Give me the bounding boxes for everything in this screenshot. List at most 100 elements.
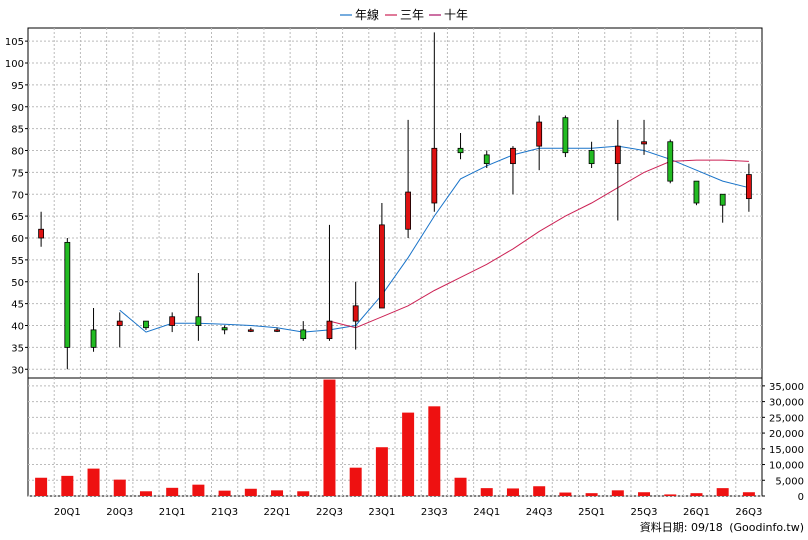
candle-body — [745, 174, 752, 200]
legend-item-1: 三年 — [385, 8, 424, 22]
price-tick-label: 90 — [11, 103, 24, 114]
source-date: 資料日期: 09/18 — [640, 520, 723, 534]
volume-bar — [716, 488, 729, 496]
legend-item-0: 年線 — [340, 7, 379, 22]
legend-item-2: 十年 — [429, 8, 468, 22]
source-note: 資料日期: 09/18 (Goodinfo.tw) — [640, 520, 804, 534]
candle — [745, 163, 752, 212]
volume-bars — [35, 379, 755, 496]
candle — [614, 119, 621, 221]
price-tick-label: 55 — [11, 256, 24, 267]
candle-body — [431, 147, 438, 204]
price-tick-label: 105 — [5, 37, 24, 48]
candle-body — [719, 193, 726, 206]
candle — [195, 273, 202, 341]
x-axis: 20Q1 20Q3 21Q1 21Q3 22Q1 22Q3 23Q1 23Q3 24Q1 24Q3… — [54, 507, 763, 518]
candle-body — [483, 154, 490, 165]
candle — [116, 312, 123, 348]
candle — [143, 320, 149, 330]
x-tick-label: 20Q3 — [106, 507, 133, 518]
candle-body — [352, 305, 359, 322]
volume-bar — [113, 479, 126, 496]
candle — [247, 327, 254, 333]
volume-bar — [585, 493, 598, 496]
volume-tick-label: 5,000 — [775, 476, 804, 487]
volume-tick-label: 25,000 — [769, 413, 804, 424]
x-tick-label: 26Q1 — [683, 507, 710, 518]
legend-label-2: 十年 — [444, 8, 468, 22]
candle — [274, 327, 280, 333]
candle — [90, 308, 97, 352]
x-tick-label: 24Q1 — [473, 507, 500, 518]
candlesticks — [38, 32, 752, 370]
price-y-axis: 30 35 40 45 50 55 60 65 70 75 80 85 90 95 100 105 — [5, 37, 28, 376]
candle — [221, 325, 228, 335]
volume-bar — [244, 488, 257, 496]
candle-body — [221, 327, 228, 331]
candle-body — [195, 316, 202, 326]
candle-body — [38, 228, 45, 239]
x-tick-label: 23Q1 — [368, 507, 395, 518]
volume-bar — [271, 490, 284, 496]
volume-bar — [742, 492, 755, 496]
volume-bar — [61, 475, 74, 496]
volume-bar — [533, 486, 546, 496]
price-tick-label: 85 — [11, 125, 24, 136]
candle — [562, 115, 569, 158]
x-tick-label: 20Q1 — [54, 507, 81, 518]
candle-body — [588, 150, 595, 165]
ma-line-1 — [329, 159, 749, 329]
candle — [64, 238, 71, 370]
candle — [405, 119, 412, 238]
volume-bar — [690, 493, 703, 496]
volume-bar — [218, 490, 231, 496]
candle — [431, 32, 438, 212]
x-tick-label: 24Q3 — [526, 507, 553, 518]
volume-y-axis: 0 5,000 10,000 15,000 20,000 25,000 30,000 35,0… — [762, 382, 804, 503]
candle-body — [64, 241, 71, 348]
price-tick-label: 45 — [11, 300, 24, 311]
volume-bar — [35, 477, 48, 496]
candle — [169, 312, 176, 333]
price-tick-label: 75 — [11, 168, 24, 179]
volume-tick-label: 0 — [798, 492, 804, 503]
volume-bar — [480, 488, 493, 496]
candle-body — [510, 147, 516, 165]
x-tick-label: 23Q3 — [421, 507, 448, 518]
volume-bar — [454, 477, 467, 496]
candle-body — [90, 329, 97, 348]
candle — [300, 321, 307, 341]
candle-body — [169, 316, 176, 326]
volume-bar — [664, 494, 677, 496]
candle — [326, 224, 333, 341]
volume-panel: 0 5,000 10,000 15,000 20,000 25,000 30,000 35,0… — [27, 377, 804, 503]
candle-body — [326, 320, 333, 340]
price-tick-label: 35 — [11, 343, 24, 354]
candle-body — [457, 147, 464, 154]
volume-bar — [638, 492, 651, 496]
volume-bar — [323, 379, 336, 496]
candle-body — [378, 224, 385, 309]
candle — [588, 141, 595, 168]
price-tick-label: 40 — [11, 322, 24, 333]
price-tick-label: 60 — [11, 234, 24, 245]
candle-body — [667, 141, 674, 182]
candle-body — [562, 117, 569, 154]
volume-tick-label: 35,000 — [769, 382, 804, 393]
volume-bar — [87, 468, 100, 496]
candle — [510, 146, 516, 195]
candle — [352, 281, 359, 350]
volume-tick-label: 10,000 — [769, 461, 804, 472]
candle — [667, 139, 674, 184]
candle-body — [614, 145, 621, 165]
candle — [457, 133, 464, 160]
candle — [483, 150, 490, 168]
candle-body — [536, 121, 543, 147]
price-tick-label: 50 — [11, 278, 24, 289]
volume-bar — [559, 492, 572, 496]
price-tick-label: 70 — [11, 190, 24, 201]
candle-body — [641, 141, 647, 145]
candle-body — [116, 320, 123, 326]
volume-bar — [506, 488, 519, 496]
